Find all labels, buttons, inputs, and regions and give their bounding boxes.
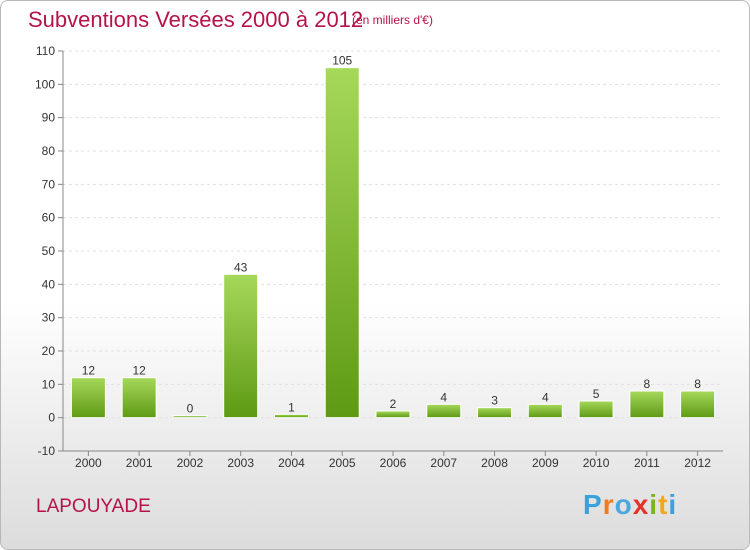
- logo-letter: x: [632, 489, 650, 520]
- y-tick-label: 10: [42, 377, 56, 391]
- x-tick-label: 2003: [227, 456, 254, 470]
- bar-2008: [477, 407, 513, 419]
- bar-value-label: 1: [288, 400, 295, 414]
- logo-letter: r: [602, 489, 615, 520]
- bar-value-label: 4: [440, 390, 447, 404]
- y-tick-label: 30: [42, 311, 56, 325]
- x-tick-label: 2010: [583, 456, 610, 470]
- x-tick-label: 2002: [177, 456, 204, 470]
- y-tick-label: 70: [42, 177, 56, 191]
- x-tick-label: 2009: [532, 456, 559, 470]
- x-tick-label: 2004: [278, 456, 305, 470]
- x-tick-label: 2001: [126, 456, 153, 470]
- proxiti-logo[interactable]: Proxiti: [583, 489, 677, 521]
- x-tick-label: 2012: [684, 456, 711, 470]
- bar-value-label: 12: [132, 364, 146, 378]
- y-tick-label: -10: [38, 444, 56, 458]
- grid: [63, 50, 723, 452]
- bar-value-label: 3: [491, 394, 498, 408]
- y-tick-label: 100: [35, 77, 55, 91]
- bar-value-label: 2: [390, 397, 397, 411]
- x-tick-label: 2008: [481, 456, 508, 470]
- y-tick-label: 80: [42, 144, 56, 158]
- x-tick-label: 2011: [634, 456, 660, 470]
- logo-letter: t: [658, 489, 669, 520]
- bar-2011: [629, 390, 665, 419]
- x-tick-label: 2007: [430, 456, 457, 470]
- bar-value-label: 0: [187, 402, 194, 416]
- commune-name: LAPOUYADE: [36, 496, 151, 517]
- bar-2004: [273, 413, 309, 419]
- y-tick-label: 110: [36, 44, 55, 58]
- chart-subtitle: (en milliers d'€): [352, 13, 433, 27]
- bar-2012: [680, 390, 716, 419]
- bar-2009: [527, 403, 563, 419]
- y-tick-label: 90: [42, 111, 56, 125]
- bars: [70, 67, 716, 419]
- bar-2001: [121, 377, 157, 419]
- logo-letter: i: [649, 489, 659, 520]
- bar-2010: [578, 400, 614, 419]
- bar-2005: [324, 67, 360, 419]
- bar-2006: [375, 410, 411, 419]
- logo-letter: P: [583, 489, 603, 520]
- x-tick-label: 2006: [380, 456, 407, 470]
- y-tick-label: 20: [42, 344, 56, 358]
- bar-value-label: 5: [593, 387, 600, 401]
- bar-value-label: 105: [332, 54, 352, 68]
- bar-2003: [223, 273, 259, 419]
- logo-letter: o: [614, 489, 633, 520]
- bar-value-label: 8: [644, 377, 651, 391]
- bar-2000: [70, 377, 106, 419]
- bar-value-label: 43: [234, 260, 248, 274]
- y-tick-label: 0: [48, 411, 55, 425]
- bar-2007: [426, 403, 462, 419]
- bar-value-label: 4: [542, 390, 549, 404]
- logo-letter: i: [668, 489, 678, 520]
- y-tick-label: 60: [42, 211, 56, 225]
- y-tick-label: 50: [42, 244, 56, 258]
- bar-2002: [172, 415, 208, 419]
- chart-title: Subventions Versées 2000 à 2012: [28, 7, 364, 32]
- x-tick-label: 2005: [329, 456, 356, 470]
- y-tick-label: 40: [42, 277, 56, 291]
- bar-value-label: 8: [694, 377, 701, 391]
- bar-value-label: 12: [82, 364, 96, 378]
- x-tick-label: 2000: [75, 456, 102, 470]
